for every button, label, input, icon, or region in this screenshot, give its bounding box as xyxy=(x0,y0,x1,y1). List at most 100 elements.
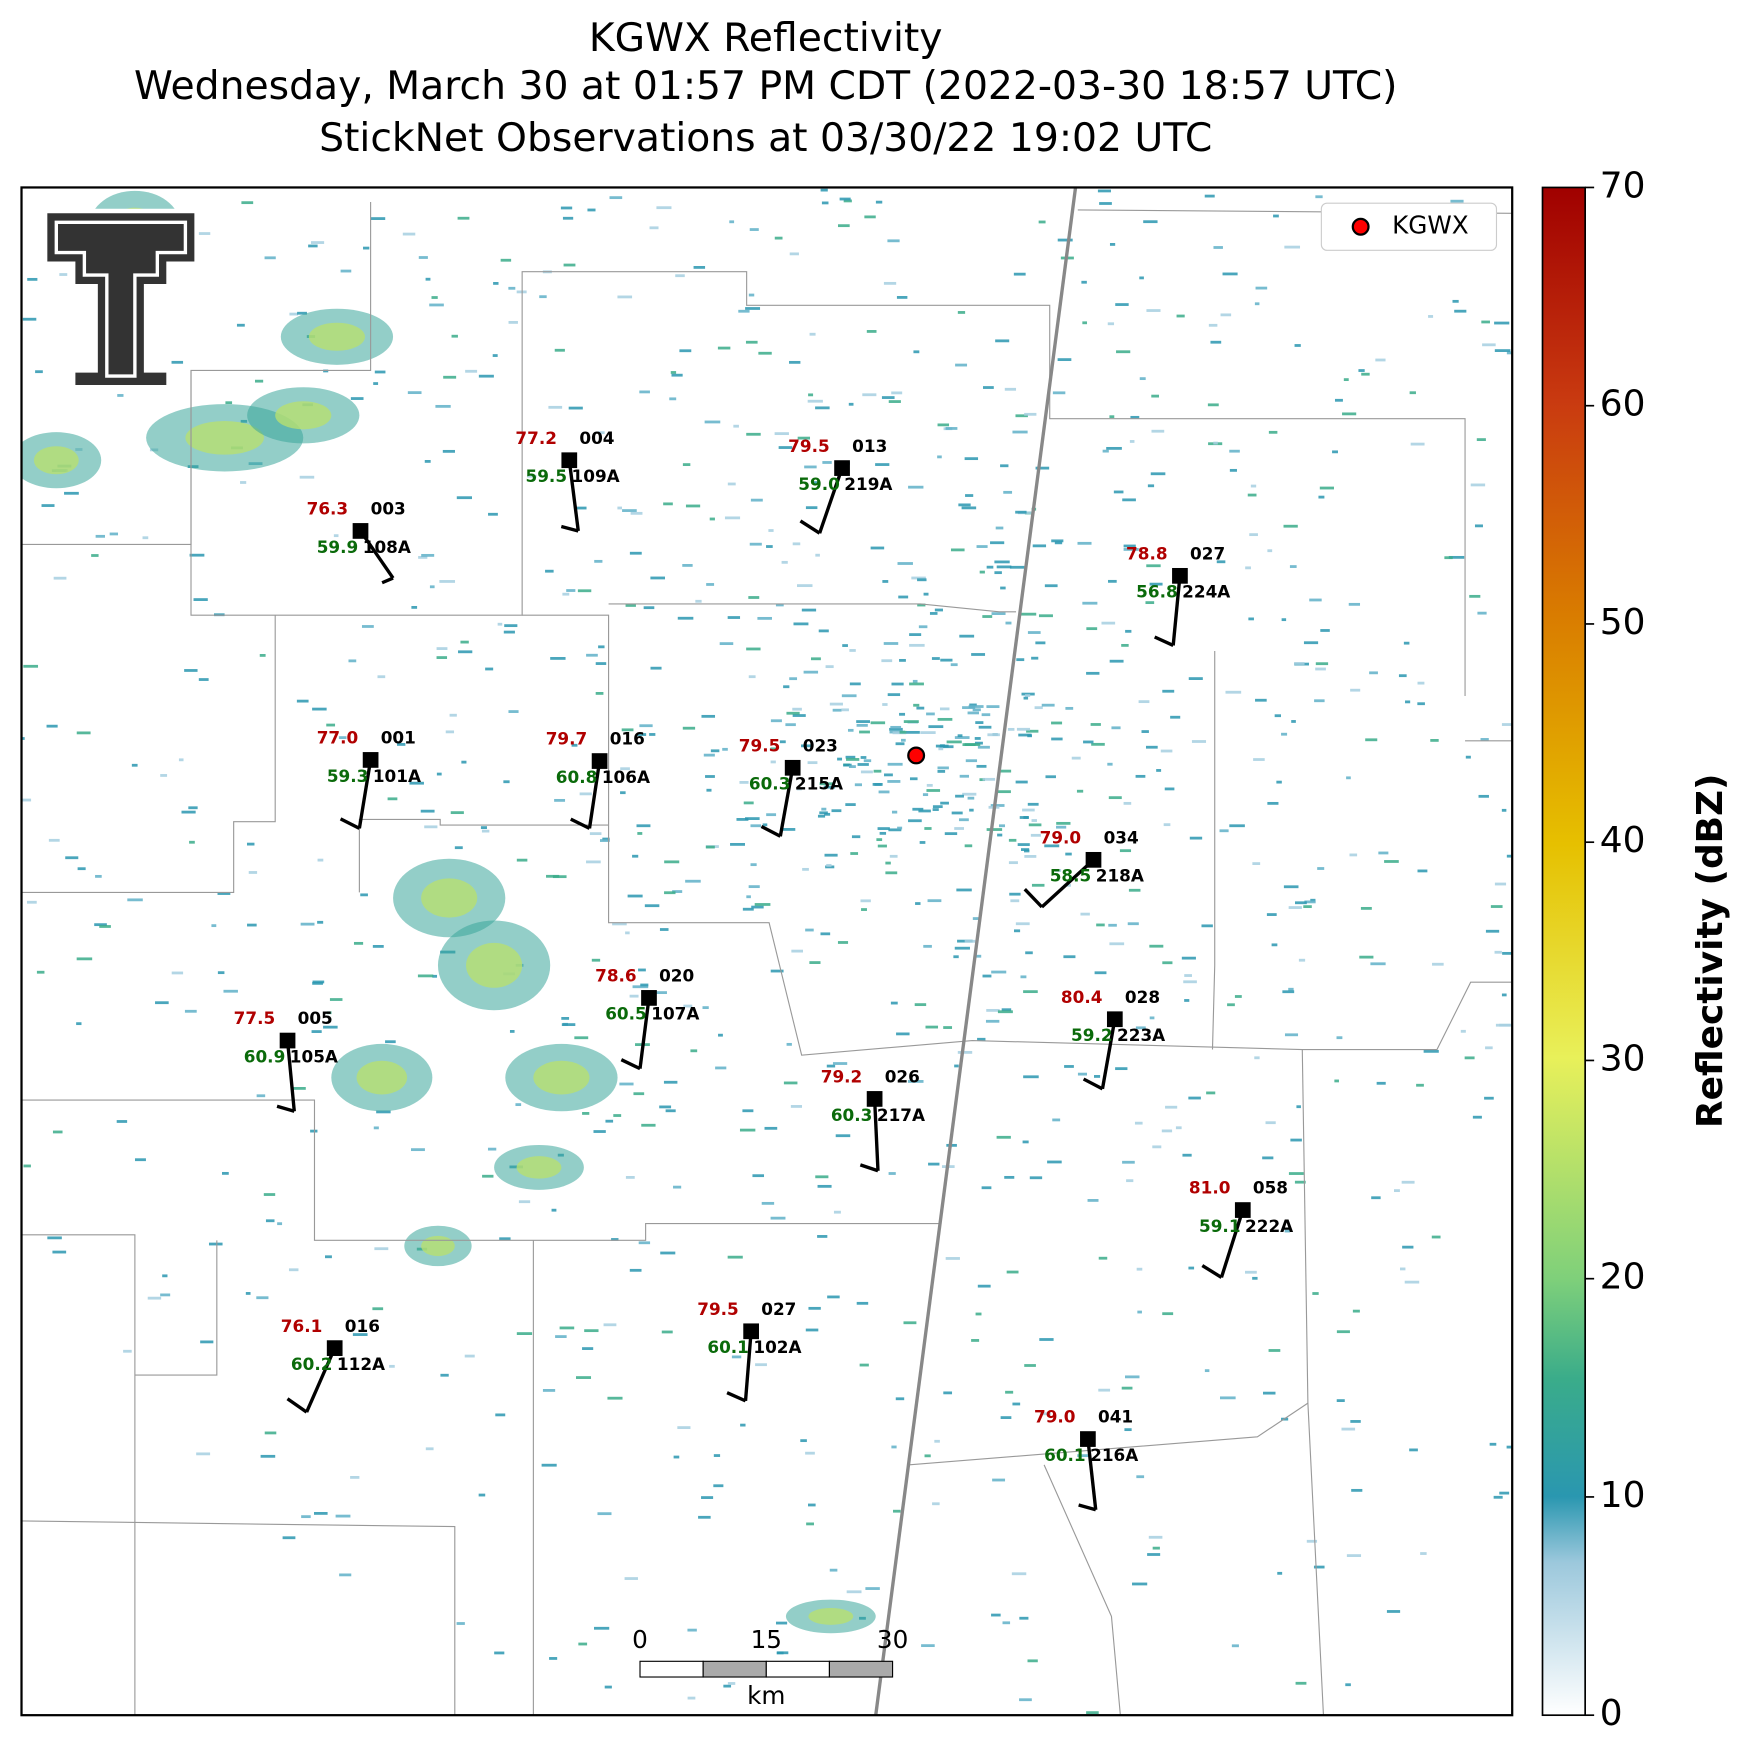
echo xyxy=(76,957,93,961)
echo xyxy=(1460,1029,1466,1033)
echo xyxy=(376,1110,391,1114)
dewpoint: 59.2 xyxy=(1071,1025,1113,1045)
echo xyxy=(1004,1175,1015,1179)
echo xyxy=(562,592,570,596)
echo xyxy=(629,994,639,998)
echo xyxy=(288,1268,299,1272)
echo xyxy=(162,1274,168,1278)
echo xyxy=(1284,1229,1291,1233)
echo xyxy=(1136,1267,1143,1271)
station-id: 026 xyxy=(885,1067,920,1087)
echo xyxy=(809,332,816,336)
echo xyxy=(882,580,889,583)
echo xyxy=(1245,566,1251,570)
echo xyxy=(619,1082,634,1086)
echo xyxy=(1728,220,1736,223)
wind-barb xyxy=(1100,1018,1117,1090)
wind-barb xyxy=(638,997,651,1069)
echo xyxy=(188,806,198,810)
echo xyxy=(917,578,927,582)
echo xyxy=(604,1685,612,1689)
echo xyxy=(875,200,883,204)
station-name: 224A xyxy=(1182,582,1230,602)
echo xyxy=(801,744,812,748)
echo xyxy=(913,703,920,707)
echo xyxy=(745,307,761,310)
echo xyxy=(1136,1475,1145,1479)
echo xyxy=(1680,734,1694,737)
echo xyxy=(1667,862,1683,865)
echo xyxy=(1640,133,1648,136)
echo xyxy=(709,517,715,521)
echo xyxy=(638,968,646,972)
echo xyxy=(1145,601,1155,605)
echo xyxy=(370,217,386,220)
echo xyxy=(1274,714,1281,718)
radar-site xyxy=(907,746,926,765)
echo xyxy=(950,548,965,552)
echo xyxy=(969,703,977,707)
echo xyxy=(353,941,364,945)
echo xyxy=(1082,601,1098,605)
echo xyxy=(723,1684,732,1688)
echo xyxy=(23,664,39,668)
echo xyxy=(178,758,184,762)
echo xyxy=(731,1355,742,1359)
echo xyxy=(727,1255,743,1259)
echo xyxy=(1384,860,1399,863)
dewpoint: 60.1 xyxy=(1044,1445,1086,1465)
echo xyxy=(1410,442,1425,446)
echo xyxy=(310,1129,318,1133)
echo xyxy=(907,1080,924,1083)
echo xyxy=(429,585,435,589)
echo xyxy=(797,436,811,440)
echo xyxy=(1365,738,1378,742)
echo xyxy=(1501,993,1507,997)
echo xyxy=(627,894,643,898)
echo xyxy=(552,875,567,879)
station-marker xyxy=(1106,1011,1123,1028)
echo xyxy=(1013,929,1021,933)
echo xyxy=(277,1222,283,1226)
echo xyxy=(1023,696,1029,700)
echo xyxy=(630,511,643,515)
echo xyxy=(937,455,942,459)
echo xyxy=(193,598,208,601)
echo xyxy=(837,757,843,761)
station-id: 016 xyxy=(610,729,645,749)
echo xyxy=(1119,849,1132,853)
echo xyxy=(1054,541,1063,545)
echo xyxy=(1266,913,1277,916)
echo xyxy=(1403,641,1410,645)
echo xyxy=(860,899,871,903)
echo xyxy=(1204,1369,1210,1373)
echo xyxy=(602,837,610,841)
echo xyxy=(1265,1121,1276,1125)
echo xyxy=(200,1340,214,1344)
echo xyxy=(644,904,660,908)
echo xyxy=(457,216,470,220)
echo xyxy=(1606,144,1620,147)
echo xyxy=(932,805,943,809)
echo xyxy=(746,432,761,436)
echo xyxy=(1206,1091,1216,1095)
echo xyxy=(861,908,867,911)
echo xyxy=(1145,745,1158,749)
echo xyxy=(1121,1386,1133,1390)
echo xyxy=(518,1200,531,1204)
echo xyxy=(1481,320,1490,324)
echo xyxy=(48,838,60,842)
echo xyxy=(1517,1210,1531,1213)
echo xyxy=(962,792,977,796)
echo xyxy=(1051,539,1064,543)
echo xyxy=(333,534,339,538)
echo xyxy=(1679,757,1688,760)
echo xyxy=(934,1439,940,1443)
echo xyxy=(574,506,587,510)
echo xyxy=(1149,944,1164,948)
echo xyxy=(775,603,784,607)
echo xyxy=(762,823,768,827)
echo xyxy=(1009,892,1021,896)
station-name: 107A xyxy=(651,1004,699,1024)
temperature: 79.5 xyxy=(697,1299,739,1319)
